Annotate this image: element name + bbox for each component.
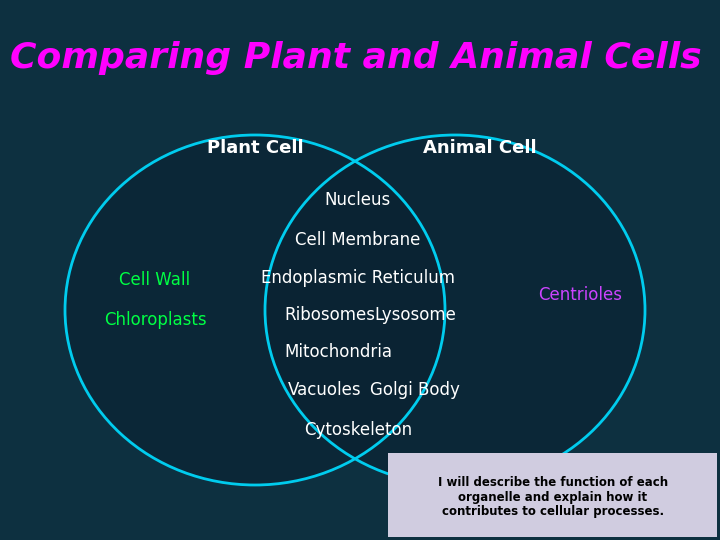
Text: Cell Wall: Cell Wall	[120, 271, 191, 289]
Text: Mitochondria: Mitochondria	[284, 343, 392, 361]
Text: Cell Membrane: Cell Membrane	[295, 231, 420, 249]
Text: Comparing Plant and Animal Cells: Comparing Plant and Animal Cells	[10, 41, 701, 75]
Text: Centrioles: Centrioles	[538, 286, 622, 304]
Text: Ribosomes: Ribosomes	[284, 306, 376, 324]
Text: Cytoskeleton: Cytoskeleton	[304, 421, 412, 439]
Ellipse shape	[65, 135, 445, 485]
Text: Endoplasmic Reticulum: Endoplasmic Reticulum	[261, 269, 455, 287]
Text: Lysosome: Lysosome	[374, 306, 456, 324]
Text: Plant Cell: Plant Cell	[207, 139, 303, 157]
Ellipse shape	[265, 135, 645, 485]
Text: Golgi Body: Golgi Body	[370, 381, 460, 399]
Text: Animal Cell: Animal Cell	[423, 139, 537, 157]
Text: Nucleus: Nucleus	[325, 191, 391, 209]
Text: Chloroplasts: Chloroplasts	[104, 311, 207, 329]
Text: I will describe the function of each
organelle and explain how it
contributes to: I will describe the function of each org…	[438, 476, 668, 518]
FancyBboxPatch shape	[388, 453, 717, 537]
Text: Vacuoles: Vacuoles	[288, 381, 362, 399]
